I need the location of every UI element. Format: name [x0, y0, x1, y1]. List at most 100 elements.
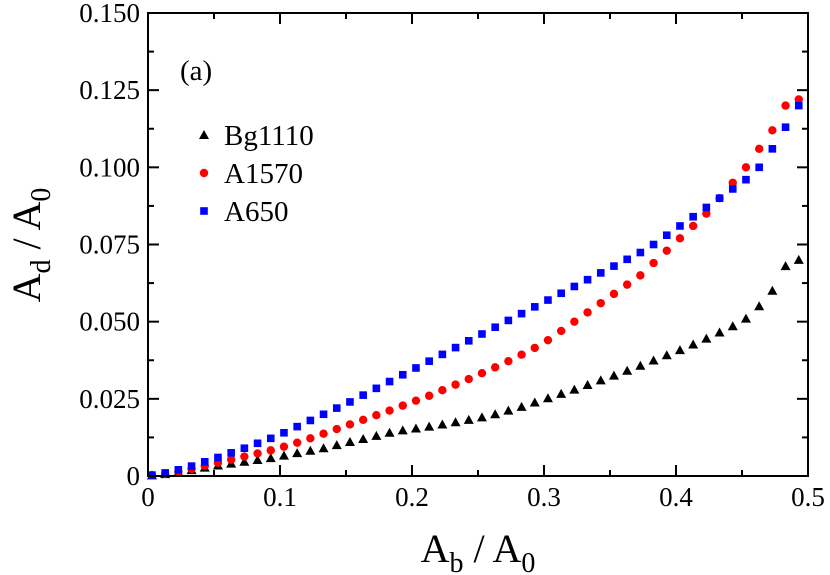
data-point-A1570 [636, 271, 645, 280]
data-point-Bg1110 [410, 423, 421, 433]
data-point-A1570 [398, 401, 407, 410]
data-point-A1570 [530, 343, 539, 353]
data-point-Bg1110 [727, 321, 738, 331]
axis-ticks: 0 0.1 0.2 0.3 0.4 0.5 0 0.025 0.050 0.075 0.100 0.1… [79, 0, 825, 512]
data-point-A650 [504, 316, 513, 325]
data-point-A1570 [411, 396, 421, 405]
data-point-A1570 [240, 452, 249, 461]
data-point-Bg1110 [648, 355, 659, 365]
legend-label-A650: A650 [224, 196, 288, 228]
data-point-A650 [676, 222, 684, 230]
legend: Bg1110 A1570 A650 [199, 120, 314, 228]
data-point-Bg1110 [463, 414, 474, 424]
x-axis-label-sub2: 0 [521, 548, 535, 575]
data-point-A650 [755, 163, 763, 172]
data-point-A1570 [306, 434, 315, 443]
series-A650 [148, 101, 803, 479]
data-point-A650 [332, 404, 341, 412]
data-point-A650 [385, 377, 394, 386]
data-point-A1570 [372, 410, 381, 420]
data-point-A1570 [741, 163, 751, 172]
data-point-A1570 [504, 356, 513, 366]
y-tick-label: 0.150 [79, 0, 140, 28]
data-point-A650 [583, 275, 592, 284]
data-point-A650 [557, 289, 565, 298]
data-point-Bg1110 [424, 421, 435, 431]
data-point-Bg1110 [331, 440, 342, 450]
data-point-A650 [451, 343, 460, 352]
data-point-Bg1110 [542, 393, 553, 403]
data-point-A650 [438, 350, 447, 359]
data-point-A1570 [543, 335, 553, 345]
legend-label-Bg1110: Bg1110 [224, 120, 314, 152]
data-point-A650 [702, 203, 711, 212]
data-point-A650 [253, 439, 262, 448]
data-point-A650 [662, 231, 671, 240]
data-point-Bg1110 [278, 450, 289, 460]
data-point-Bg1110 [714, 327, 725, 337]
data-point-Bg1110 [608, 370, 619, 380]
data-point-Bg1110 [740, 313, 751, 323]
data-point-Bg1110 [635, 360, 646, 370]
data-point-A650 [544, 296, 552, 304]
legend-label-A1570: A1570 [224, 158, 303, 190]
data-point-A650 [781, 123, 790, 132]
data-point-A650 [623, 255, 631, 264]
data-point-Bg1110 [622, 365, 633, 375]
plot-frame [147, 12, 809, 477]
data-point-Bg1110 [754, 301, 765, 311]
data-point-A650 [412, 364, 420, 372]
data-point-A650 [240, 444, 249, 453]
data-point-A1570 [279, 442, 289, 451]
data-point-A650 [636, 248, 645, 257]
y-tick-label: 0 [127, 461, 141, 491]
y-tick-label: 0.125 [79, 75, 140, 105]
y-tick-label: 0.050 [79, 307, 140, 337]
data-point-A650 [794, 101, 803, 110]
data-point-A1570 [702, 209, 711, 218]
legend-marker-Bg1110 [199, 130, 209, 139]
data-point-A650 [359, 391, 367, 399]
data-point-Bg1110 [344, 437, 355, 447]
data-point-A650 [478, 330, 486, 338]
data-point-A1570 [728, 178, 737, 187]
data-point-Bg1110 [569, 384, 580, 394]
y-axis-label: Ad / A0 [4, 188, 57, 303]
data-point-A1570 [464, 374, 473, 384]
data-point-A1570 [226, 455, 236, 464]
series-A1570 [147, 95, 803, 480]
data-point-A650 [398, 370, 407, 379]
data-point-A1570 [438, 385, 447, 395]
data-points [146, 95, 804, 480]
x-tick-label: 0.1 [263, 482, 297, 512]
data-point-Bg1110 [305, 445, 316, 455]
data-point-Bg1110 [450, 417, 461, 427]
data-point-A1570 [556, 326, 566, 336]
data-point-A1570 [781, 101, 790, 110]
data-point-A650 [649, 240, 658, 249]
data-point-A1570 [583, 308, 592, 317]
data-point-A650 [517, 309, 526, 318]
data-point-A650 [610, 262, 618, 270]
data-point-A650 [742, 175, 750, 184]
x-axis-label: Ab / A0 [421, 526, 536, 575]
data-point-Bg1110 [437, 419, 448, 429]
data-point-A650 [425, 357, 433, 365]
data-point-A650 [161, 469, 169, 477]
data-point-A650 [227, 449, 235, 457]
data-point-A1570 [266, 446, 275, 455]
data-point-A1570 [517, 350, 526, 359]
data-point-Bg1110 [674, 345, 685, 355]
data-point-A1570 [570, 317, 579, 326]
data-point-Bg1110 [292, 448, 303, 458]
data-point-A1570 [754, 144, 764, 154]
data-point-A1570 [385, 406, 394, 415]
data-point-A650 [768, 145, 777, 153]
data-point-A1570 [622, 280, 632, 289]
data-point-Bg1110 [503, 405, 514, 415]
data-point-Bg1110 [371, 430, 382, 440]
data-point-A1570 [345, 420, 355, 429]
data-point-A650 [372, 384, 381, 393]
x-axis-label-sep: / A [464, 526, 522, 571]
x-axis-label-sub1: b [450, 548, 464, 575]
